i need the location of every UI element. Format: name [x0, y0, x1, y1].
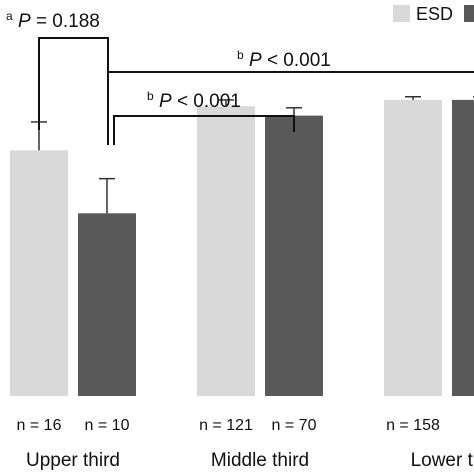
annotation-upper-vs-lower: b P < 0.001: [237, 43, 331, 71]
axis-labels: n = 16 n = 121 n = 158 n = 10 n = 70 Upper th…: [17, 417, 474, 471]
annotation-p-label: P: [18, 11, 31, 32]
svg-text:b P < 0.001: b P < 0.001: [147, 84, 241, 112]
n-label-s0-c2: n = 158: [386, 417, 440, 434]
n-label-s1-c1: n = 70: [272, 417, 317, 434]
significance-brackets: [38, 37, 474, 145]
n-label-s0-c0: n = 16: [17, 417, 62, 434]
annotation-superscript: b: [237, 48, 244, 62]
legend-swatch-esd: [393, 5, 410, 22]
bar-s0-c2: [384, 99, 442, 397]
bar-s0-c1: [197, 106, 255, 396]
legend: ESD: [393, 4, 474, 24]
annotation-p-label: P: [159, 91, 172, 112]
bars-layer: [10, 96, 474, 397]
bracket-b-middle: [113, 115, 295, 145]
annotation-superscript: a: [6, 9, 13, 23]
bracket-a: [38, 37, 109, 145]
n-label-s0-c1: n = 121: [199, 417, 253, 434]
annotation-p-value: < 0.001: [267, 50, 331, 71]
annotation-p-value: < 0.001: [177, 91, 241, 112]
bar-s1-c2: [452, 99, 474, 397]
svg-text:a P = 0.188: a P = 0.188: [6, 4, 100, 32]
annotation-upper-vs-middle: b P < 0.001: [147, 84, 241, 112]
annotation-p-label: P: [249, 50, 262, 71]
bar-s0-c0: [10, 150, 68, 396]
annotation-p-value: = 0.188: [36, 11, 100, 32]
bar-s1-c0: [78, 213, 136, 396]
category-label-0: Upper third: [26, 450, 120, 471]
svg-text:b P < 0.001: b P < 0.001: [237, 43, 331, 71]
annotation-superscript: b: [147, 89, 154, 103]
bracket-b-lower: [107, 71, 474, 145]
n-label-s1-c0: n = 10: [85, 417, 130, 434]
bar-s1-c1: [265, 115, 323, 397]
category-label-2: Lower th: [411, 450, 474, 471]
legend-swatch-dark: [464, 5, 474, 22]
legend-label-esd: ESD: [416, 4, 453, 24]
annotation-upper: a P = 0.188: [6, 4, 100, 32]
category-label-1: Middle third: [211, 450, 309, 471]
